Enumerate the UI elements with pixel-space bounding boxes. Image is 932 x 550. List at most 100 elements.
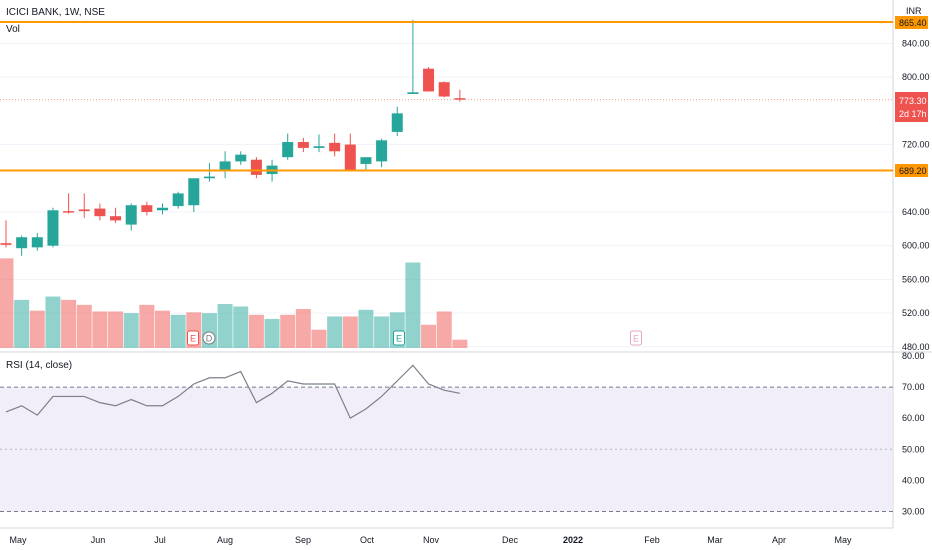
rsi-line [5,364,460,420]
volume-bar [452,339,468,348]
candle-body [16,237,28,249]
marker-letter: E [190,334,196,344]
volume-bar [45,296,61,348]
support-tag: 689.20 [895,164,928,177]
volume-bar [139,304,155,348]
last-price-text: 773.30 [899,96,927,106]
volume-bar [327,316,343,348]
price-tick-label: 800.00 [902,72,930,82]
marker-shape [630,330,642,346]
dividend-marker[interactable]: D [202,331,216,345]
time-tick-label: Jun [91,535,106,545]
volume-bar [374,316,390,348]
candles [0,19,466,256]
rsi-tick-label: 70.00 [902,382,925,392]
price-tick-label: 840.00 [902,38,930,48]
candle-body [47,210,59,246]
price-tick-label: 640.00 [902,207,930,217]
price-tick-label: 520.00 [902,308,930,318]
volume-bar [170,314,186,348]
volume-bar [405,262,421,348]
marker-shape [187,330,199,346]
price-tick-label: 600.00 [902,241,930,251]
candle-body [203,176,215,179]
earnings-marker[interactable]: E [393,330,405,346]
time-tick-label: Nov [423,535,440,545]
candle-body [376,140,388,162]
volume-bar [311,329,327,348]
last-price-tag: 773.30 2d 17h [895,92,928,122]
time-axis[interactable]: May Jun Jul Aug Sep Oct Nov Dec 2022 Feb Mar Apr May [9,535,852,545]
volume-bar [264,318,280,348]
marker-shape [202,331,216,345]
candle-body [125,205,137,225]
candle-body [78,209,90,212]
volume-label: Vol [6,24,20,35]
volume-bar [92,311,108,348]
rsi-tick-label: 80.00 [902,351,925,361]
earnings-marker[interactable]: E [630,330,642,346]
symbol-title: ICICI BANK, 1W, NSE [6,7,105,18]
candle-body [344,144,356,170]
candle-body [297,142,309,148]
rsi-label: RSI (14, close) [6,360,72,371]
marker-letter: E [396,334,402,344]
candle-body [454,98,466,100]
candle-body [219,161,231,170]
rsi-tick-label: 30.00 [902,507,925,517]
volume-bar [421,324,437,348]
candle-body [141,205,153,212]
marker-letter: D [206,334,213,344]
candle-body [235,154,247,162]
price-tick-label: 720.00 [902,140,930,150]
candle-body [329,142,341,152]
rsi-tick-label: 40.00 [902,475,925,485]
resistance-tag-text: 865.40 [899,18,927,28]
volume-bar [61,299,77,348]
rsi-axis[interactable]: 80.00 70.00 60.00 50.00 40.00 30.00 [902,351,925,517]
volume-bar [108,311,124,348]
time-tick-label: May [834,535,852,545]
time-tick-label: Dec [502,535,519,545]
price-levels[interactable] [0,21,893,172]
time-tick-label: Apr [772,535,786,545]
volume-bar [155,310,170,348]
marker-letter: E [633,334,639,344]
time-tick-label: Jul [154,535,166,545]
volume-bar [29,310,45,348]
resistance-tag: 865.40 [895,16,928,29]
candle-body [31,237,43,248]
time-tick-label: Feb [644,535,660,545]
candle-body [313,146,325,148]
volume-bar [0,258,14,348]
candle-body [438,82,450,97]
volume-bar [342,316,358,348]
time-tick-label: Oct [360,535,375,545]
price-tick-label: 480.00 [902,342,930,352]
time-tick-label: Mar [707,535,723,545]
rsi-tick-label: 50.00 [902,444,925,454]
price-axis[interactable]: 840.00 800.00 720.00 640.00 600.00 560.00 520.… [902,38,930,351]
earnings-marker[interactable]: E [187,330,199,346]
candle-body [360,157,372,164]
volume-bar [14,299,30,348]
marker-shape [393,330,405,346]
candle-body [250,159,262,175]
time-tick-label: May [9,535,27,545]
countdown-text: 2d 17h [899,109,927,119]
volume-bar [280,314,296,348]
volume-bar [295,308,311,348]
support-tag-text: 689.20 [899,166,927,176]
candle-body [282,142,294,158]
candle-body [391,113,403,132]
rsi-tick-label: 60.00 [902,413,925,423]
candle-body [407,92,419,94]
volume-bar [233,306,249,348]
volume-bar [217,304,233,348]
rsi-pane [0,364,893,512]
volume-bar [436,311,452,348]
time-tick-label: Aug [217,535,233,545]
candle-body [172,193,184,207]
